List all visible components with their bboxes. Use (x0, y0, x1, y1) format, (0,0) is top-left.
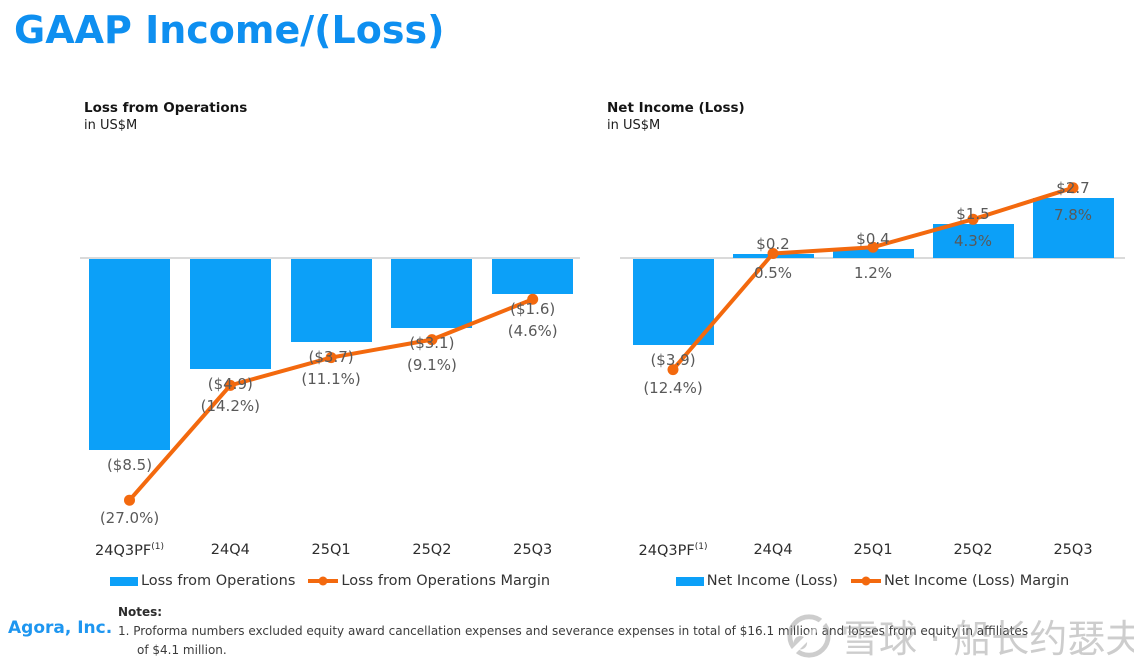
notes-block: Notes: 1. Proforma numbers excluded equi… (118, 603, 1028, 660)
chart-title: Net Income (Loss) (607, 100, 745, 116)
margin-value-label: 0.5% (753, 264, 793, 282)
page-title: GAAP Income/(Loss) (14, 8, 445, 52)
bar (632, 259, 714, 346)
line-marker-icon (850, 576, 881, 586)
bar-value-label: $0.4 (856, 230, 890, 249)
bar (732, 253, 814, 258)
bar (932, 224, 1014, 258)
snowball-logo-icon (787, 613, 831, 658)
chart-subtitle: in US$M (607, 118, 661, 134)
line-point (967, 213, 979, 225)
margin-value-label: (4.6%) (507, 322, 558, 341)
x-axis-label: 24Q4 (753, 542, 793, 558)
x-axis-label: 24Q3PF(1) (638, 542, 708, 559)
bar-value-label: ($3.9) (650, 351, 696, 370)
line-point (1067, 182, 1079, 194)
bar-value-label: ($3.1) (409, 334, 455, 353)
bar-value-label: ($8.5) (106, 456, 153, 475)
bar-value-label: $0.2 (756, 234, 790, 253)
margin-line (671, 185, 1074, 371)
bar-swatch-icon (675, 576, 704, 586)
line-point (224, 379, 236, 391)
margin-value-label: (14.2%) (200, 396, 260, 415)
line-point (124, 494, 135, 506)
notes-label: Notes: (118, 605, 163, 619)
bar (1032, 197, 1114, 258)
legend-bar-label: Loss from Operations (140, 573, 296, 589)
legend-net-income: Net Income (Loss) Net Income (Loss) Marg… (620, 571, 1125, 591)
bar-value-label: ($1.6) (510, 300, 556, 319)
bar (89, 259, 170, 451)
margin-line (127, 297, 534, 502)
x-axis-label: 25Q1 (853, 542, 893, 558)
line-point (867, 241, 879, 253)
margin-value-label: (9.1%) (406, 356, 457, 375)
line-dot-icon (318, 576, 328, 586)
footnote-marker: (1) (151, 542, 164, 552)
bar-value-label: $2.7 (1056, 178, 1090, 197)
margin-value-label: 1.2% (853, 264, 893, 282)
x-axis-label: 25Q1 (311, 542, 351, 558)
x-axis-label: 25Q3 (513, 542, 553, 558)
legend-item-bar: Loss from Operations (109, 573, 296, 589)
x-axis-label: 24Q3PF(1) (95, 542, 164, 559)
note-line: 1. Proforma numbers excluded equity awar… (118, 624, 1029, 638)
chart-title-block-net-income: Net Income (Loss) in US$M (607, 99, 745, 135)
margin-value-label: 7.8% (1053, 205, 1093, 224)
x-axis-label: 25Q2 (412, 542, 452, 558)
chart-title-block-loss-from-operations: Loss from Operations in US$M (84, 99, 247, 135)
legend-item-line: Net Income (Loss) Margin (850, 573, 1070, 589)
watermark: 雪球 · 船长约瑟夫 (786, 608, 1134, 663)
line-dot-icon (861, 576, 871, 586)
x-axis-baseline (80, 257, 580, 259)
bar (492, 259, 574, 295)
legend-line-label: Loss from Operations Margin (341, 573, 551, 589)
bar (391, 259, 473, 329)
bar-value-label: ($3.7) (308, 347, 354, 366)
margin-value-label: (12.4%) (643, 378, 703, 397)
bar (290, 259, 372, 342)
line-point (426, 334, 438, 346)
note-line: of $4.1 million. (137, 643, 227, 657)
line-point (325, 352, 337, 364)
footnote-marker: (1) (694, 542, 708, 552)
line-marker-icon (308, 576, 339, 586)
line-point (527, 293, 539, 305)
chart-title: Loss from Operations (84, 100, 248, 116)
x-axis-label: 25Q2 (953, 542, 993, 558)
bar (832, 249, 914, 258)
margin-value-label: 4.3% (953, 232, 993, 251)
watermark-text: 雪球 · 船长约瑟夫 (841, 617, 1134, 661)
bar (189, 259, 271, 369)
x-axis-label: 25Q3 (1053, 542, 1093, 558)
margin-value-label: (27.0%) (99, 509, 160, 528)
line-point (667, 364, 679, 376)
x-axis-label: 24Q4 (210, 542, 250, 558)
line-point (767, 248, 779, 259)
bar-value-label: $1.5 (956, 205, 990, 224)
legend-bar-label: Net Income (Loss) (706, 573, 838, 589)
legend-item-bar: Net Income (Loss) (675, 573, 838, 589)
chart-subtitle: in US$M (84, 118, 138, 134)
x-axis-baseline (620, 257, 1125, 259)
legend-loss-from-operations: Loss from Operations Loss from Operation… (80, 571, 580, 591)
bar-value-label: ($4.9) (207, 374, 253, 393)
margin-value-label: (11.1%) (301, 369, 361, 388)
legend-line-label: Net Income (Loss) Margin (883, 573, 1070, 589)
legend-item-line: Loss from Operations Margin (308, 573, 550, 589)
brand-logo-text: Agora, Inc. (8, 618, 113, 638)
bar-swatch-icon (109, 576, 138, 586)
